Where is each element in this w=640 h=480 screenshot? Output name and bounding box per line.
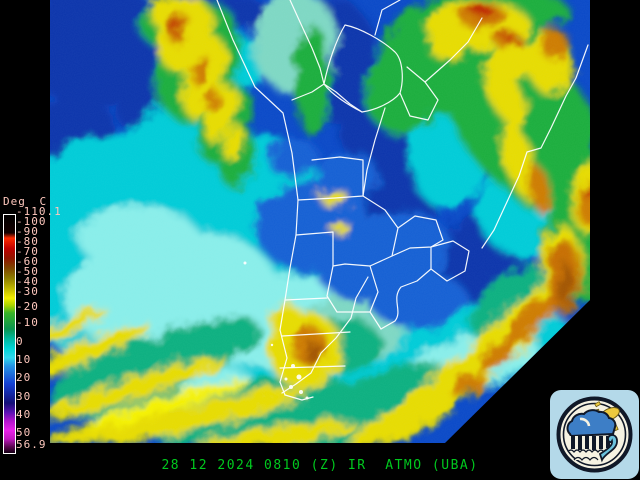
scale-unit-label: Deg C [3, 195, 48, 208]
colorbar-tick: 20 [16, 371, 32, 384]
cloud-icon [566, 409, 617, 438]
timestamp-caption: 28 12 2024 0810 (Z) IR ATMO (UBA) [161, 458, 479, 473]
colorbar-tick: -90 [16, 225, 39, 238]
satellite-ir-map [50, 0, 590, 443]
colorbar-tick: 10 [16, 353, 32, 366]
colorbar-tick: -30 [16, 285, 39, 298]
atmo-uba-logo [550, 390, 639, 479]
colorbar-tick: -10 [16, 316, 39, 329]
colorbar-tick: -80 [16, 235, 39, 248]
colorbar-tick: 40 [16, 408, 32, 421]
rain-icon [567, 436, 610, 453]
colorbar-tick: -50 [16, 265, 39, 278]
colorbar-tick: 56.9 [16, 438, 47, 451]
colorbar-tick: -40 [16, 275, 39, 288]
temperature-scale: Deg C -110.1 -100 -90 -80 -70 -60 -50 -40 -30 -20… [0, 195, 62, 460]
colorbar-tick: -110.1 [16, 205, 62, 218]
colorbar-tick: 0 [16, 335, 24, 348]
colorbar-tick: -60 [16, 255, 39, 268]
colorbar-tick: -20 [16, 300, 39, 313]
colorbar-tick: 50 [16, 426, 32, 439]
colorbar-tick: -70 [16, 245, 39, 258]
colorbar-tick: 30 [16, 390, 32, 403]
colorbar-tick: -100 [16, 215, 47, 228]
cloud-rain-sun-wave-icon [550, 390, 639, 479]
colorbar [3, 214, 16, 454]
satellite-image [50, 0, 590, 443]
wave-icon [573, 434, 618, 463]
